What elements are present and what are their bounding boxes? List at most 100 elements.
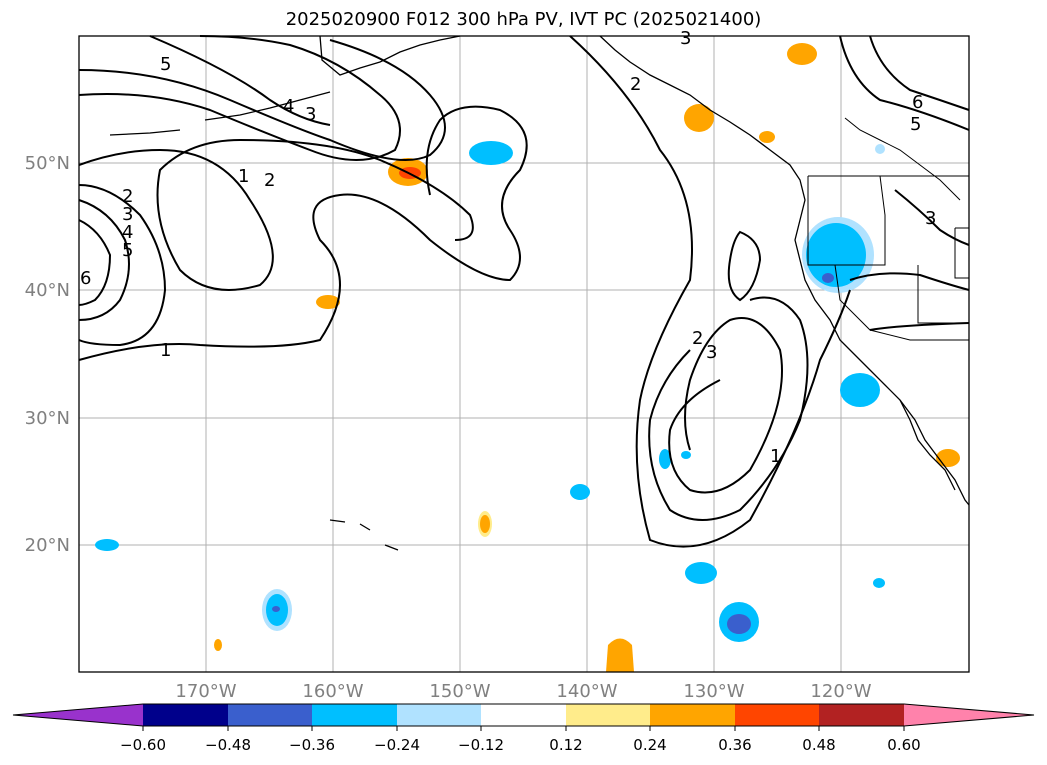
pv-negative-area [469,141,513,165]
hawaii-islands [329,519,399,551]
contour-label: 2 [122,186,133,207]
colorbar: −0.60 −0.48 −0.36 −0.24 −0.12 0.12 0.24 … [12,703,1035,754]
pv-contour-3-east [668,317,783,494]
contour-label: 4 [122,222,133,243]
west-coast [599,35,970,506]
lon-label-150w: 150°W [429,681,490,702]
pv-positive-area [214,639,222,651]
contour-label: 3 [122,204,133,225]
lon-label-140w: 140°W [556,681,617,702]
contour-label: 3 [925,208,936,229]
lon-label-170w: 170°W [175,681,236,702]
pv-negative-area [570,484,590,500]
contour-label: 6 [912,92,923,113]
pv-contours [78,35,970,548]
contour-label: 3 [706,342,717,363]
pv-contour-5 [149,35,331,126]
pv-positive-area [316,295,340,309]
pv-negative-area [873,578,885,588]
colorbar-segment [312,704,397,726]
lon-label-160w: 160°W [302,681,363,702]
coastlines [109,35,970,551]
pv-negative-area [875,144,885,154]
lat-label-40n: 40°N [25,280,70,301]
pv-negative-area [685,562,717,584]
pv-negative-core [272,606,280,612]
contour-label: 5 [122,240,133,261]
colorbar-tick-label: 0.36 [718,736,751,754]
pv-positive-area [787,43,817,65]
pv-contour-2-ne [849,272,970,291]
colorbar-tick-label: −0.60 [120,736,166,754]
colorbar-extend-max [904,704,1034,726]
colorbar-segment [566,704,650,726]
baja-coast [899,399,956,491]
colorbar-tick-label: 0.24 [633,736,666,754]
lat-label-30n: 30°N [25,408,70,429]
colorbar-segment [397,704,481,726]
pv-contour-closed [727,230,762,302]
pv-contour-3-ne [894,189,970,246]
pv-contour-2-east [648,296,809,521]
alaska-coast [319,35,461,76]
contour-label: 2 [692,328,703,349]
pv-contour-1-east [569,35,851,548]
contour-label: 1 [238,166,249,187]
pv-negative-core [727,614,751,634]
latitude-labels: 50°N 40°N 30°N 20°N [25,153,70,556]
contour-labels: 5 4 3 2 1 6 2 3 4 5 1 2 3 1 2 3 5 6 3 [80,28,936,467]
colorbar-segment [143,704,228,726]
colorbar-tick-label: −0.36 [289,736,335,754]
contour-label: 2 [630,74,641,95]
pv-contour-1-ne [869,322,970,331]
aleutian-chain [109,129,181,136]
pv-negative-area [95,539,119,551]
colorbar-tick-label: −0.24 [374,736,420,754]
pv-contour-3 [78,39,446,161]
pv-negative-area [806,223,866,287]
colorbar-extend-min [13,704,143,726]
map-background [79,36,969,672]
map-title: 2025020900 F012 300 hPa PV, IVT PC (2025… [285,9,762,30]
pv-positive-area [480,515,490,533]
contour-label: 4 [283,96,294,117]
pv-negative-core [822,273,834,283]
pv-negative-area [681,451,691,459]
colorbar-segment [228,704,312,726]
contour-label: 1 [160,340,171,361]
pv-negative-area [840,373,880,407]
pv-contour-2 [78,138,474,291]
contour-label: 5 [910,114,921,135]
pv-contour-3-west [78,184,167,347]
colorbar-ticks [142,726,905,731]
pv-positive-area [759,131,775,143]
contour-label: 5 [160,54,171,75]
colorbar-tick-label: −0.48 [205,736,251,754]
contour-label: 6 [80,268,91,289]
lat-label-20n: 20°N [25,535,70,556]
pv-contour-4-west [78,199,130,321]
colorbar-tick-label: 0.12 [549,736,582,754]
colorbar-segment [650,704,735,726]
colorbar-segment [481,704,566,726]
map-frame [78,35,970,673]
contour-label: 2 [264,170,275,191]
province-border [844,117,961,201]
longitude-labels: 170°W 160°W 150°W 140°W 130°W 120°W [175,681,871,702]
pv-positive-area [606,638,634,672]
pv-positive-area [684,104,714,132]
pv-contour-5-east [839,35,970,131]
colorbar-segment [735,704,819,726]
contour-label: 3 [680,28,691,49]
state-border [954,227,969,279]
lat-label-50n: 50°N [25,153,70,174]
colorbar-tick-label: 0.60 [887,736,920,754]
pv-fill-areas [95,43,960,672]
pv-contour-4 [78,35,401,161]
colorbar-tick-label: 0.48 [802,736,835,754]
colorbar-segment [819,704,904,726]
pv-contour-1 [78,105,528,361]
lon-label-120w: 120°W [810,681,871,702]
contour-label: 3 [305,104,316,125]
